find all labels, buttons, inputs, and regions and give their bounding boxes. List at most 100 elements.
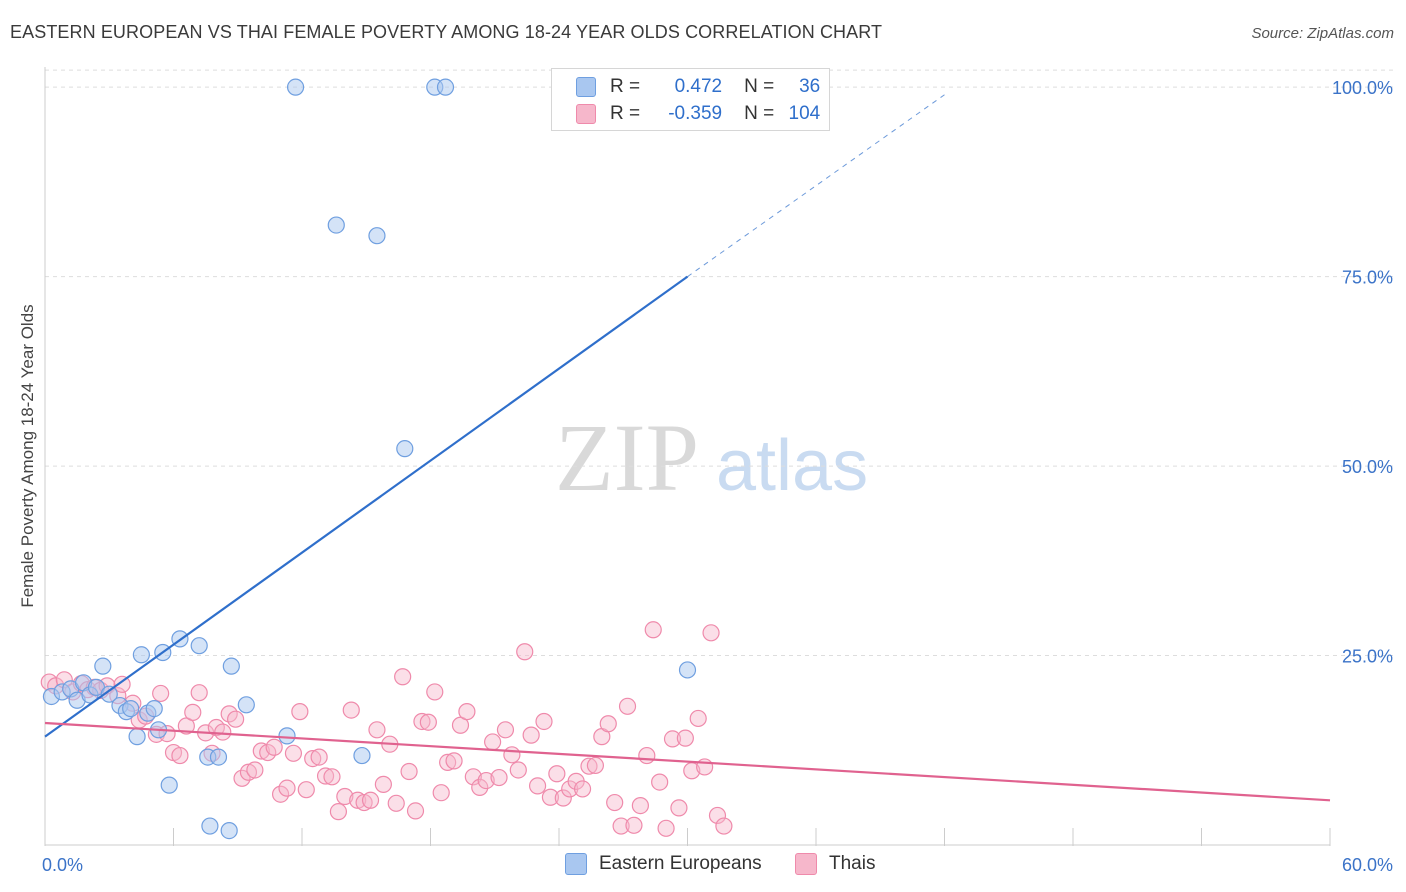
thai-point — [400, 762, 418, 781]
thai-point — [439, 753, 457, 771]
thai-point — [214, 723, 232, 741]
thai-point — [606, 793, 624, 812]
thai-point — [329, 803, 348, 821]
thai-point — [310, 748, 328, 766]
eastern-point — [396, 440, 414, 458]
axes — [44, 67, 1331, 846]
thai-point — [171, 746, 189, 765]
thai-point — [387, 794, 405, 812]
eastern-point — [353, 746, 371, 765]
thai-point — [413, 712, 431, 731]
thai-point — [663, 730, 682, 748]
thai-point — [252, 742, 270, 760]
eastern-point — [94, 657, 112, 675]
eastern-point — [368, 227, 386, 245]
thai-point — [554, 789, 572, 807]
thai-point — [702, 624, 720, 642]
eastern-point — [190, 637, 208, 655]
y-tick-label: 50.0% — [1342, 457, 1393, 477]
thai-point — [355, 793, 373, 812]
thai-point — [113, 675, 131, 693]
thai-point — [316, 767, 335, 785]
thai-point — [152, 684, 170, 703]
eastern-point — [278, 727, 296, 745]
bottom-legend-thais: Thais — [795, 852, 875, 876]
thai-point — [349, 791, 367, 809]
x-tick-label: 60.0% — [1342, 855, 1393, 875]
eastern-point — [100, 685, 118, 703]
eastern-point — [122, 699, 140, 718]
thai-point — [464, 768, 482, 786]
thai-point — [374, 775, 392, 793]
thai-point — [638, 746, 656, 765]
thai-point — [190, 684, 208, 702]
thai-point — [484, 733, 502, 751]
thai-point — [516, 643, 534, 661]
thai-point — [426, 683, 444, 701]
thai-point — [670, 799, 688, 817]
eastern-point — [160, 776, 178, 794]
legend-row-thai: R = -0.359 N = 104 — [576, 101, 820, 127]
eastern-point — [222, 657, 240, 675]
bottom-legend-swatch-thais — [795, 853, 817, 875]
eastern-point — [286, 78, 305, 96]
legend-r-label: R = — [610, 103, 641, 124]
eastern-point — [145, 699, 163, 718]
thai-point — [631, 796, 649, 815]
watermark: ZIP atlas — [555, 404, 868, 511]
data-points — [40, 78, 733, 840]
thai-point — [233, 769, 251, 787]
thai-point — [265, 738, 283, 756]
thai-point — [509, 761, 527, 779]
tick-labels: 25.0% 50.0% 75.0% 100.0% 0.0% 60.0% — [42, 78, 1393, 875]
bottom-legend-eastern: Eastern Europeans — [565, 852, 762, 876]
bottom-legend-label-eastern: Eastern Europeans — [599, 853, 762, 874]
thai-point — [625, 816, 643, 834]
thai-point — [618, 697, 637, 715]
chart-title: EASTERN EUROPEAN VS THAI FEMALE POVERTY … — [10, 22, 883, 42]
legend-r-value: -0.359 — [668, 103, 723, 124]
legend-row-eastern: R = 0.472 N = 36 — [576, 74, 820, 100]
thai-point — [496, 721, 515, 739]
eastern-point — [327, 216, 345, 234]
eastern-point — [237, 696, 255, 714]
thai-point — [471, 778, 489, 797]
thai-point — [651, 773, 669, 791]
thai-point — [522, 726, 540, 744]
thai-point — [541, 788, 560, 806]
eastern-point — [209, 748, 228, 766]
legend-n-value: 36 — [799, 76, 821, 97]
y-tick-label: 75.0% — [1342, 268, 1393, 288]
legend-swatch-eastern — [576, 77, 596, 97]
eastern-point — [201, 817, 219, 835]
thai-point — [586, 756, 605, 775]
bottom-legend-swatch-eastern — [565, 853, 587, 875]
thai-point — [394, 668, 412, 686]
x-tick-label: 0.0% — [42, 855, 83, 875]
thai-point — [361, 791, 380, 809]
thai-point — [580, 757, 598, 775]
thai-point — [419, 713, 437, 731]
eastern-point — [128, 728, 146, 746]
thai-point — [676, 729, 694, 747]
watermark-zip: ZIP — [555, 404, 699, 511]
eastern-trend-extension — [687, 94, 945, 278]
thai-point — [612, 817, 630, 835]
thai-point — [657, 819, 675, 837]
thai-point — [477, 771, 495, 790]
eastern-point — [436, 78, 455, 96]
eastern-point — [132, 646, 150, 664]
thai-point — [644, 621, 662, 639]
eastern-trend-line — [44, 275, 689, 738]
thai-point — [297, 781, 315, 799]
legend-r-value: 0.472 — [674, 76, 723, 97]
thai-point — [528, 777, 547, 795]
trend-lines — [44, 94, 1331, 802]
eastern-point — [678, 661, 697, 679]
thai-point — [227, 710, 245, 728]
bottom-legend-label-thais: Thais — [829, 853, 876, 874]
thai-point — [573, 780, 592, 798]
thai-point — [503, 746, 521, 764]
thai-point — [291, 703, 309, 721]
